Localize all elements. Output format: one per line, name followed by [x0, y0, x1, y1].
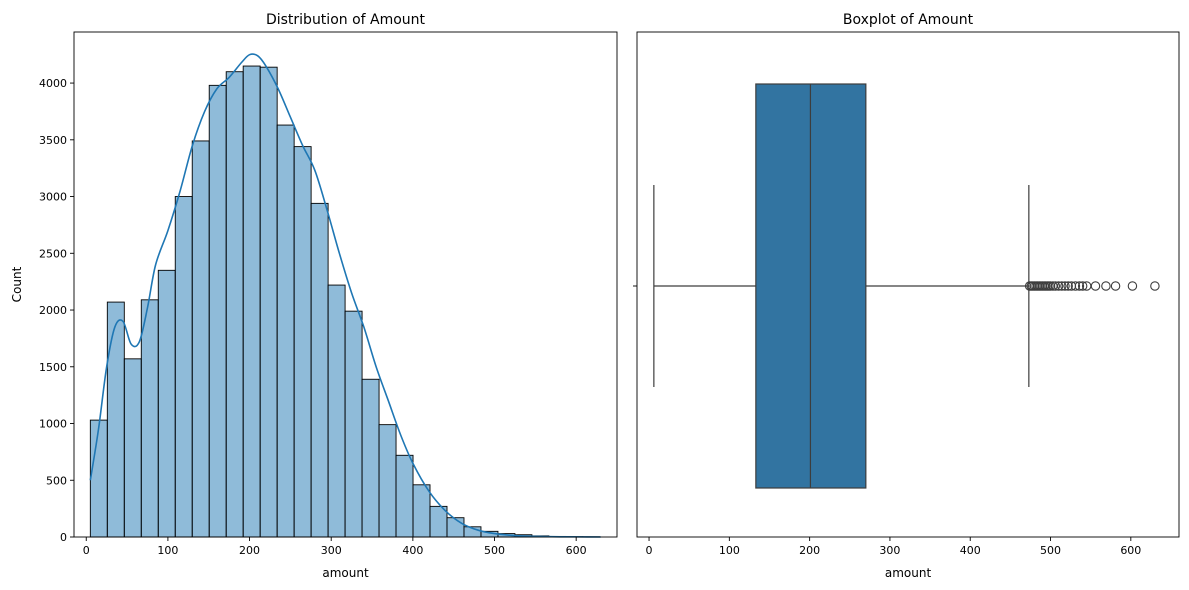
histogram-bar: [293, 146, 312, 538]
histogram-bar: [344, 310, 363, 538]
histogram-bar: [310, 202, 329, 538]
histogram-bar: [327, 284, 346, 538]
boxplot-outlier: [1074, 281, 1085, 291]
histogram-bar: [361, 378, 380, 538]
boxplot-outlier: [1077, 281, 1088, 291]
histogram-kde-line: [89, 53, 601, 538]
boxplot-outlier: [1053, 281, 1064, 291]
histogram-panel: Distribution of Amount 0 100 200 300 400 500 6…: [10, 12, 618, 580]
histogram-x-tick-label: 300: [321, 544, 342, 557]
histogram-bars: [89, 65, 601, 538]
boxplot-panel: Boxplot of Amount 0 100 200 300 400 500 600 am…: [633, 12, 1180, 580]
boxplot-axes-frame: [636, 31, 1180, 538]
histogram-y-tick-label: 1500: [39, 361, 67, 374]
boxplot-outlier: [1101, 281, 1111, 291]
histogram-y-tick-label: 500: [46, 474, 67, 487]
histogram-bar: [123, 358, 142, 538]
histogram-x-tick-label: 600: [566, 544, 587, 557]
histogram-bar: [140, 299, 159, 538]
boxplot-x-tick-label: 100: [719, 544, 740, 557]
histogram-x-tick-label: 100: [157, 544, 178, 557]
histogram-x-ticks: 0 100 200 300 400 500 600: [83, 537, 587, 557]
histogram-bar: [174, 196, 193, 538]
boxplot-title: Boxplot of Amount: [843, 12, 974, 28]
histogram-x-tick-label: 500: [484, 544, 505, 557]
boxplot-x-tick-label: 0: [646, 544, 653, 557]
histogram-bar: [412, 484, 431, 538]
boxplot-elements: [653, 83, 1160, 489]
boxplot-outlier: [1127, 281, 1138, 291]
boxplot-x-tick-label: 200: [799, 544, 820, 557]
histogram-y-tick-label: 0: [60, 531, 67, 544]
histogram-y-axis-label: Count: [10, 266, 24, 302]
boxplot-x-tick-label: 400: [960, 544, 981, 557]
histogram-x-tick-label: 200: [239, 544, 260, 557]
boxplot-outlier: [1057, 281, 1067, 291]
histogram-bar: [446, 517, 465, 538]
histogram-x-tick-label: 0: [83, 544, 90, 557]
boxplot-x-tick-label: 300: [879, 544, 900, 557]
histogram-y-tick-label: 1000: [39, 418, 67, 431]
boxplot-x-axis-label: amount: [885, 566, 932, 580]
boxplot-x-tick-label: 600: [1120, 544, 1141, 557]
histogram-bar: [89, 419, 108, 538]
histogram-x-tick-label: 400: [402, 544, 423, 557]
histogram-y-tick-label: 4000: [39, 77, 67, 90]
boxplot-outlier: [1090, 281, 1101, 291]
histogram-x-axis-label: amount: [322, 566, 369, 580]
histogram-bar: [208, 84, 227, 538]
histogram-y-tick-label: 3500: [39, 134, 67, 147]
histogram-y-ticks: 0 500 1000 1500 2000 2500 3000 3500 4000: [39, 77, 74, 544]
histogram-bar: [276, 124, 295, 538]
histogram-bar: [378, 424, 397, 538]
histogram-bar: [225, 71, 244, 538]
histogram-y-tick-label: 2000: [39, 304, 67, 317]
boxplot-outlier: [1110, 281, 1121, 291]
boxplot-outlier: [1050, 281, 1061, 291]
boxplot-outlier: [1070, 281, 1081, 291]
boxplot-outlier: [1063, 281, 1073, 291]
boxplot-outlier: [1060, 281, 1070, 291]
boxplot-x-tick-label: 500: [1040, 544, 1061, 557]
histogram-bar: [191, 140, 210, 538]
histogram-bar: [157, 269, 176, 538]
boxplot-x-ticks: 0 100 200 300 400 500 600: [646, 537, 1141, 557]
histogram-bar: [395, 454, 414, 538]
histogram-bar: [242, 65, 261, 538]
histogram-title: Distribution of Amount: [266, 12, 426, 28]
histogram-axes-frame: [73, 31, 618, 538]
histogram-bar: [106, 301, 125, 538]
boxplot-outlier: [1150, 281, 1160, 291]
histogram-bar: [259, 66, 278, 538]
histogram-y-tick-label: 3000: [39, 191, 67, 204]
histogram-y-tick-label: 2500: [39, 247, 67, 260]
